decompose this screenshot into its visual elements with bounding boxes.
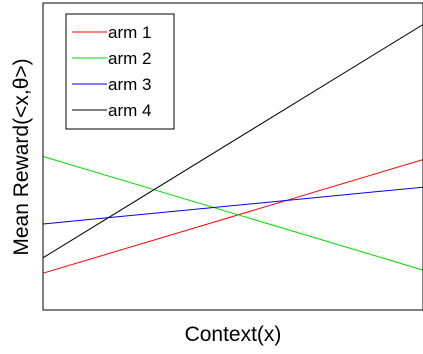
legend-label-4: arm 4	[108, 101, 151, 120]
legend-label-3: arm 3	[108, 75, 151, 94]
series-line-3	[42, 186, 423, 225]
series-line-4	[42, 24, 423, 259]
series-layer	[42, 24, 423, 274]
y-axis-label: Mean Reward(<x,θ>)	[10, 58, 33, 255]
legend: arm 1 arm 2 arm 3 arm 4	[65, 13, 175, 130]
legend-label-1: arm 1	[108, 23, 151, 42]
series-line-1	[42, 159, 423, 274]
x-axis-label: Context(x)	[185, 323, 282, 346]
plot-area-frame	[42, 2, 423, 311]
series-line-2	[42, 156, 423, 271]
legend-label-2: arm 2	[108, 49, 151, 68]
legend-items: arm 1 arm 2 arm 3 arm 4	[72, 23, 151, 120]
